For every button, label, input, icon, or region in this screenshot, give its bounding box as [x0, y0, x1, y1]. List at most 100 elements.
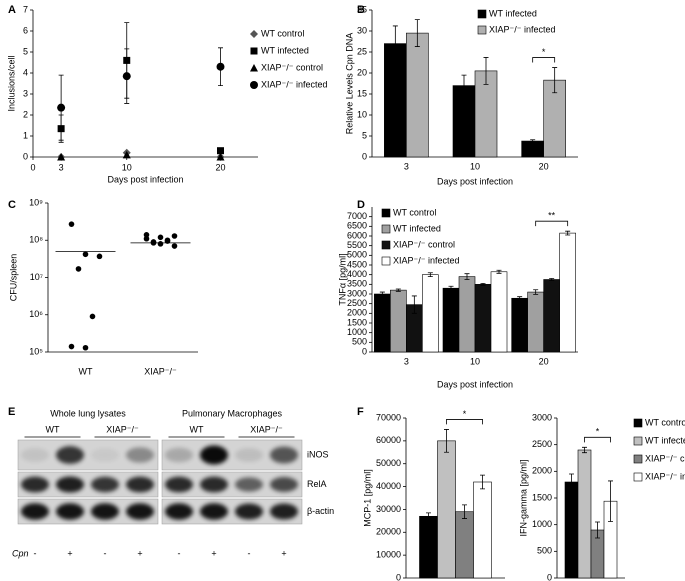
error-bar: [392, 25, 398, 62]
y-axis-label: Relative Levels Cpn DNA: [344, 33, 354, 135]
y-tick-label: 5000: [347, 250, 367, 260]
error-bar: [461, 74, 467, 97]
y-tick-label: 0: [362, 151, 367, 161]
error-bar: [569, 473, 574, 491]
y-tick-label: 40000: [376, 481, 401, 491]
y-tick-label: 2: [23, 109, 28, 119]
y-tick-label: 7: [23, 4, 28, 14]
bar: [559, 232, 576, 353]
bar: [406, 32, 429, 158]
y-tick-label: 4: [23, 67, 28, 77]
significance-bracket: [532, 57, 556, 63]
treatment-sign: +: [67, 548, 72, 558]
legend-swatch: [633, 472, 643, 482]
blot-band: [235, 503, 263, 520]
y-tick-label: 10⁷: [30, 272, 43, 282]
error-bar: [395, 288, 401, 292]
y-tick-label: 6: [23, 25, 28, 35]
point: [82, 344, 89, 351]
treatment-sign: -: [178, 548, 181, 558]
error-bar: [496, 269, 502, 274]
blot-band: [56, 503, 84, 520]
y-tick-label: 2000: [532, 466, 552, 476]
blot-band: [235, 477, 263, 492]
genotype-label: WT: [46, 424, 60, 434]
marker: [250, 47, 258, 55]
x-tick-label: 10: [122, 162, 132, 172]
y-tick-label: 15: [357, 88, 367, 98]
legend-swatch: [381, 224, 391, 234]
y-tick-label: 10: [357, 109, 367, 119]
x-tick-label: 3: [404, 161, 409, 171]
bar: [458, 276, 476, 353]
blot-band: [165, 476, 193, 493]
error-bar: [379, 291, 385, 297]
legend-label: WT infected: [393, 223, 441, 233]
panel-label: D: [357, 199, 365, 211]
significance-label: *: [542, 47, 546, 57]
y-tick-label: 1: [23, 130, 28, 140]
blot-band: [21, 448, 49, 462]
blot-row-label: iNOS: [307, 449, 329, 459]
panel-label: B: [357, 4, 365, 16]
marker: [250, 30, 258, 38]
y-tick-label: 6500: [347, 221, 367, 231]
x-tick-label: 10: [470, 356, 480, 366]
legend-label: XIAP⁻/⁻ infected: [393, 255, 460, 265]
blot-group-label: Whole lung lysates: [50, 408, 126, 418]
legend-swatch: [477, 25, 487, 35]
point: [68, 221, 75, 227]
legend-label: WT infected: [645, 435, 685, 445]
point: [143, 235, 150, 242]
blot-row-label: RelA: [307, 479, 327, 489]
legend-swatch: [633, 418, 643, 428]
legend-swatch: [633, 436, 643, 446]
bar: [521, 140, 544, 158]
error-bar: [582, 446, 587, 454]
error-bar: [549, 278, 555, 281]
y-tick-label: 4500: [347, 259, 367, 269]
blot-band: [270, 446, 298, 464]
error-bar: [608, 480, 613, 522]
significance-label: *: [463, 409, 467, 419]
y-tick-label: 1000: [532, 519, 552, 529]
legend-label: XIAP⁻/⁻ control: [393, 239, 455, 249]
legend-swatch: [477, 9, 487, 19]
y-tick-label: 500: [352, 337, 367, 347]
panel-label: C: [8, 199, 16, 211]
blot-band: [270, 477, 298, 492]
y-tick-label: 50000: [376, 458, 401, 468]
panel-label: A: [8, 4, 16, 16]
x-axis-label: Days post infection: [437, 176, 513, 186]
significance-bracket: [535, 220, 569, 227]
panel-label: E: [8, 406, 15, 418]
error-bar: [530, 139, 536, 143]
y-tick-label: 10⁶: [29, 309, 43, 319]
bar: [442, 287, 460, 353]
y-tick-label: 10⁸: [29, 235, 43, 245]
x-tick-label: 0: [30, 162, 35, 172]
y-tick-label: 5: [23, 46, 28, 56]
point: [75, 266, 82, 272]
x-tick-label: 3: [404, 356, 409, 366]
x-tick-label: 20: [539, 356, 549, 366]
error-bar: [427, 272, 433, 277]
y-axis-label: IFN-gamma [pg/ml]: [518, 459, 528, 536]
y-tick-label: 7000: [347, 211, 367, 221]
marker: [57, 153, 66, 161]
genotype-label: XIAP⁻/⁻: [106, 424, 139, 434]
y-tick-label: 3000: [347, 288, 367, 298]
significance-label: *: [596, 427, 600, 437]
y-tick-label: 60000: [376, 435, 401, 445]
point: [171, 243, 178, 249]
y-tick-label: 1000: [347, 327, 367, 337]
y-tick-label: 10⁹: [29, 197, 43, 207]
error-bar: [464, 273, 470, 280]
y-tick-label: 10⁵: [29, 346, 43, 356]
error-bar: [483, 57, 489, 85]
marker: [250, 81, 258, 89]
y-tick-label: 10000: [376, 550, 401, 560]
legend-label: WT infected: [261, 45, 309, 55]
blot-band: [21, 503, 49, 520]
x-tick-label: WT: [79, 366, 93, 376]
